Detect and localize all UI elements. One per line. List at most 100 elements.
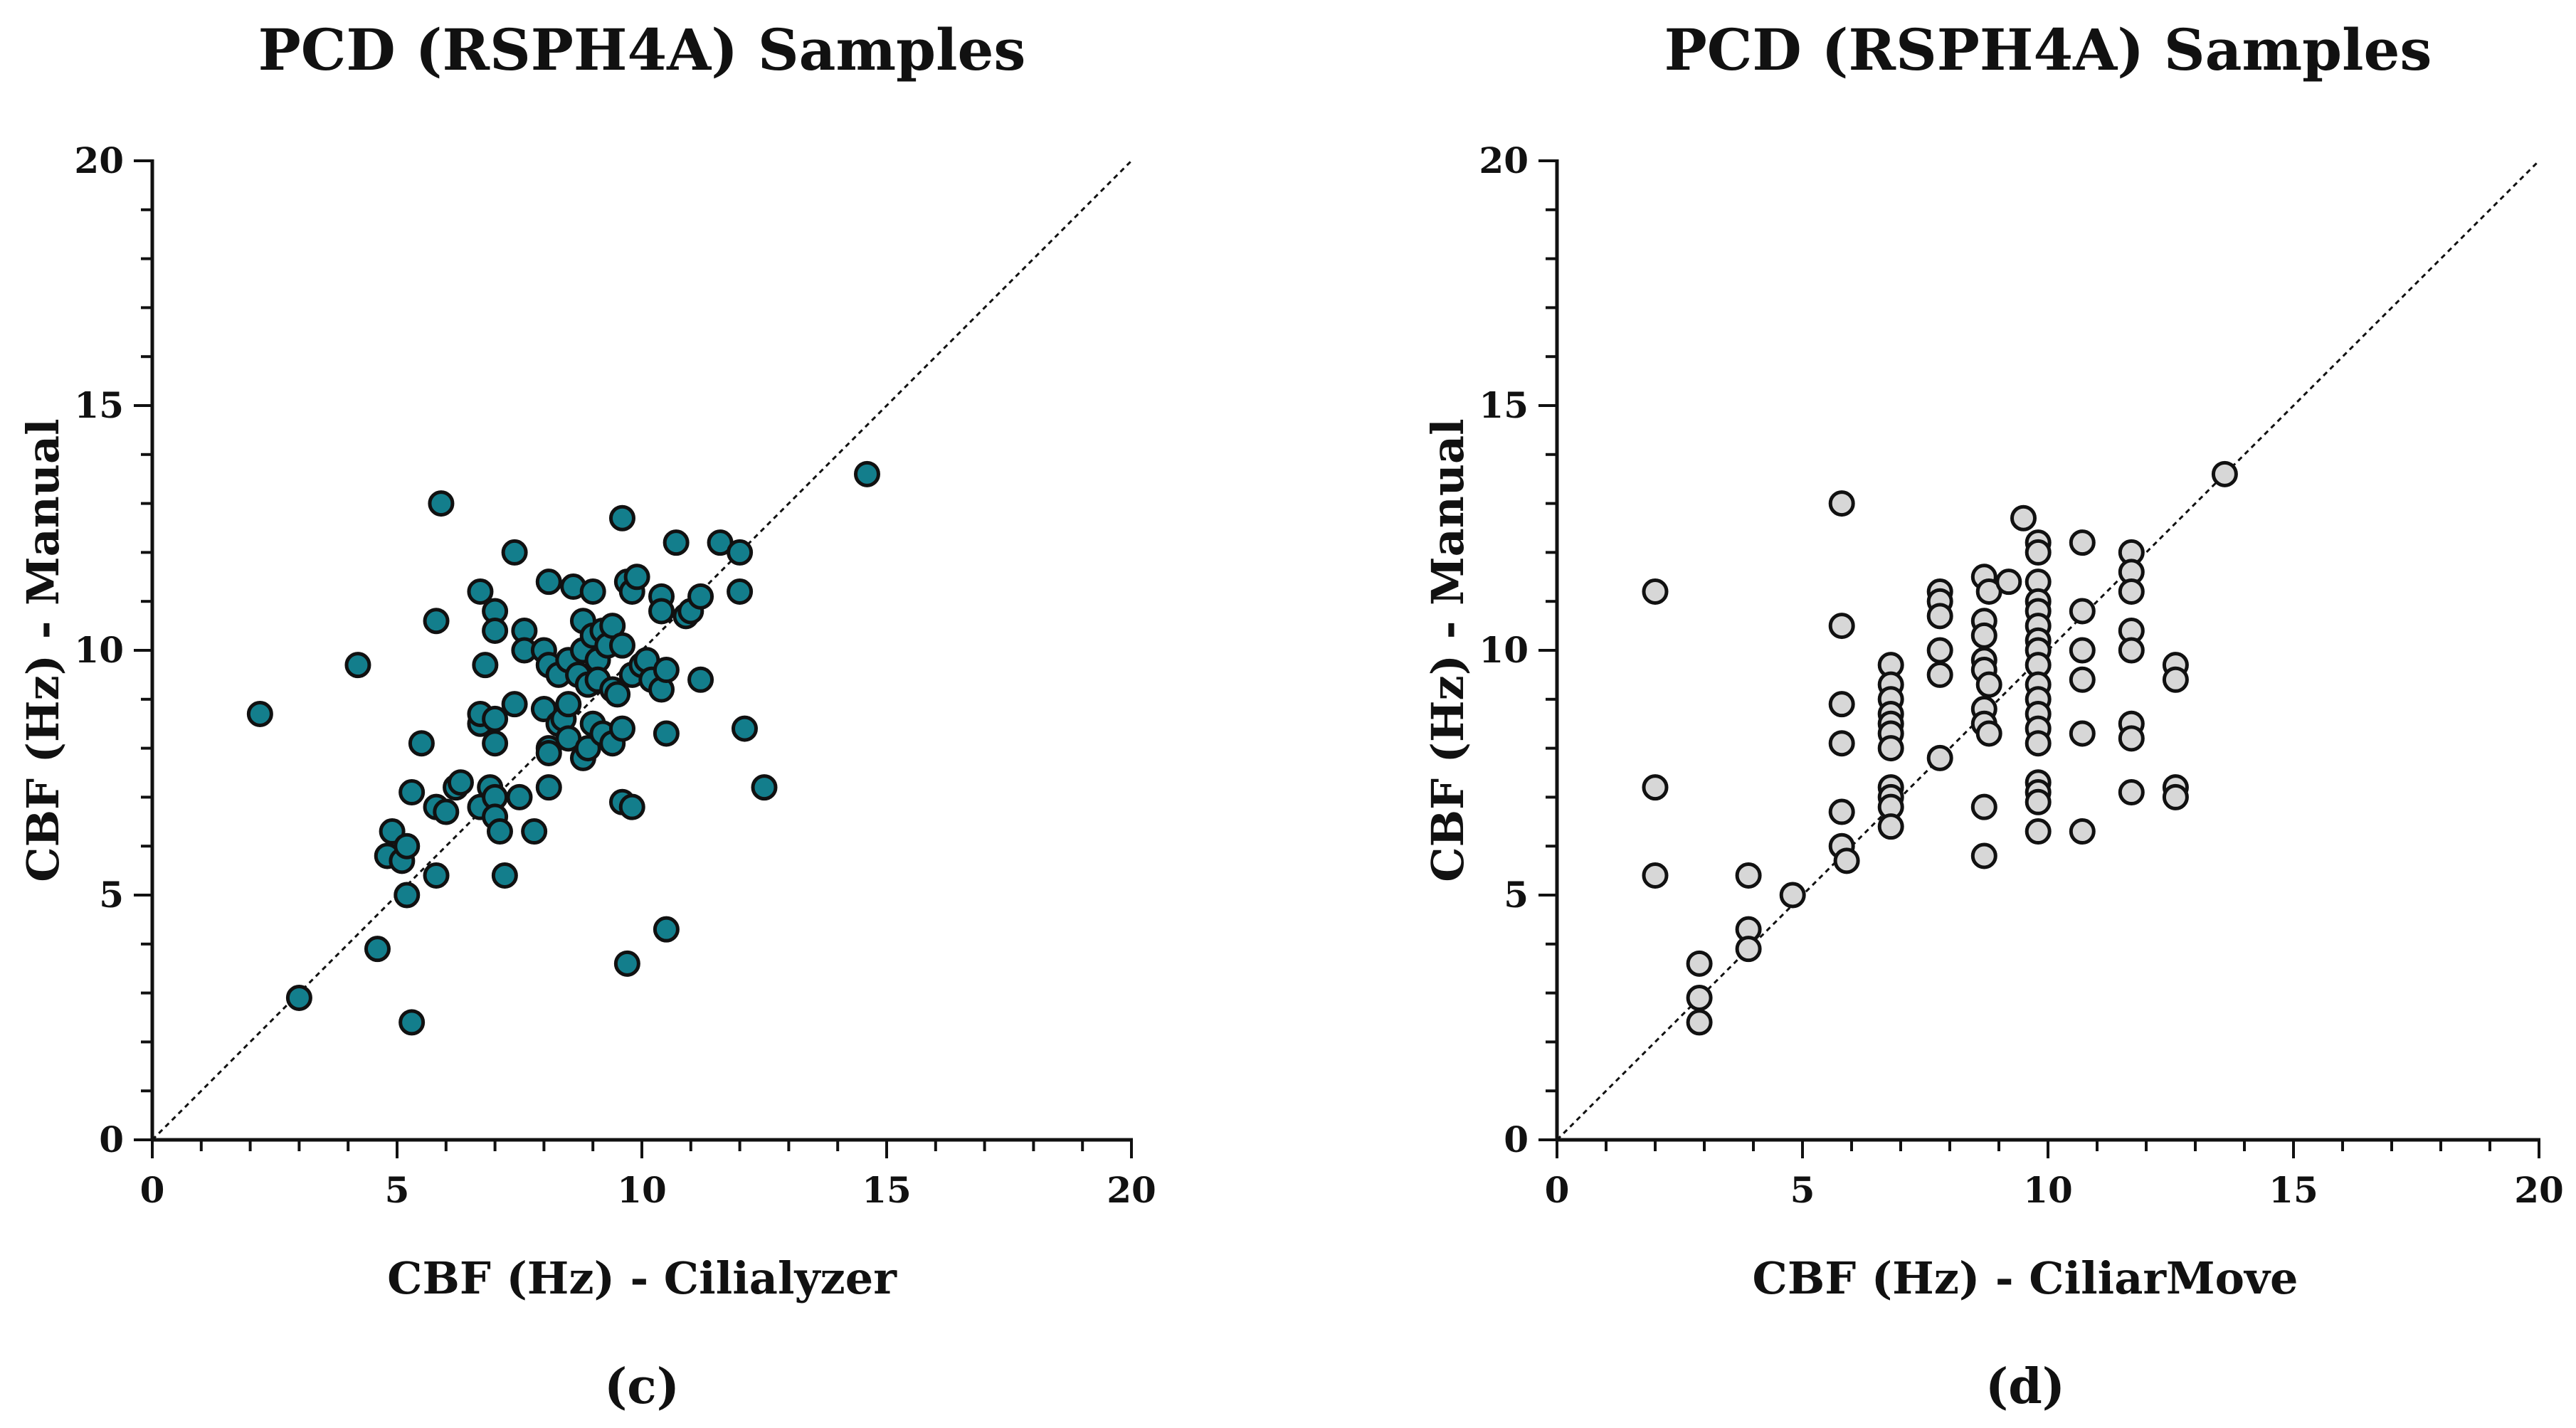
data-point	[423, 862, 450, 889]
data-point	[1642, 774, 1669, 801]
data-point	[648, 598, 675, 625]
data-point	[344, 652, 371, 679]
x-tick-label: 15	[862, 1169, 912, 1211]
y-tick-label: 10	[1479, 629, 1529, 671]
data-point	[1828, 730, 1855, 757]
data-point	[1926, 603, 1953, 630]
data-point	[2025, 818, 2052, 845]
y-tick-label: 0	[1504, 1118, 1529, 1160]
x-tick-label: 20	[1107, 1169, 1156, 1211]
data-point	[1828, 490, 1855, 517]
data-point	[285, 984, 312, 1011]
data-point	[751, 774, 778, 801]
data-point	[608, 504, 635, 531]
data-point	[2069, 529, 2096, 556]
x-tick-label: 0	[140, 1169, 165, 1211]
x-axis-label: CBF (Hz) - Cilialyzer	[387, 1252, 897, 1304]
y-tick-label: 0	[99, 1118, 124, 1160]
data-point	[608, 632, 635, 659]
data-point	[2069, 666, 2096, 693]
data-point	[1975, 671, 2002, 698]
data-point	[608, 715, 635, 742]
data-point	[1828, 798, 1855, 825]
data-point	[1735, 936, 1762, 963]
data-point	[506, 783, 533, 810]
data-point	[2211, 460, 2238, 487]
y-axis-label: CBF (Hz) - Manual	[17, 418, 69, 882]
data-point	[535, 739, 562, 766]
data-point	[2118, 725, 2145, 752]
data-point	[1735, 862, 1762, 889]
x-tick-label: 10	[617, 1169, 667, 1211]
data-point	[1833, 847, 1860, 874]
x-tick-label: 10	[2023, 1169, 2073, 1211]
data-point	[1686, 950, 1713, 977]
data-point	[555, 691, 582, 718]
data-point	[398, 1009, 426, 1036]
data-point	[408, 730, 435, 757]
data-point	[2162, 783, 2189, 810]
x-tick-label: 15	[2269, 1169, 2318, 1211]
y-tick-label: 15	[74, 384, 124, 426]
data-point	[2118, 637, 2145, 664]
data-point	[1828, 613, 1855, 640]
panel-label: (d)	[1985, 1358, 2065, 1415]
y-tick-label: 15	[1479, 384, 1529, 426]
data-point	[1877, 813, 1904, 840]
data-point	[1779, 882, 1806, 909]
data-point	[246, 700, 273, 727]
data-point	[1877, 735, 1904, 762]
chart-panel-1: PCD (RSPH4A) Samples 0 5 10 15 20 0 5 10 15 20 CBF …	[1422, 16, 2564, 1415]
data-point	[618, 793, 645, 820]
data-point	[1995, 568, 2022, 596]
data-point	[1686, 1009, 1713, 1036]
data-point	[1926, 661, 1953, 688]
data-point	[727, 539, 754, 566]
data-point	[433, 798, 460, 825]
data-point	[394, 832, 421, 860]
data-point	[2069, 637, 2096, 664]
data-point	[727, 578, 754, 605]
data-point	[613, 950, 640, 977]
data-point	[2118, 578, 2145, 605]
data-point	[1828, 691, 1855, 718]
data-point	[2162, 666, 2189, 693]
data-point	[1975, 720, 2002, 747]
data-point	[535, 774, 562, 801]
data-point	[428, 490, 455, 517]
data-point	[604, 681, 631, 708]
data-point	[663, 529, 690, 556]
data-point	[2118, 779, 2145, 806]
data-point	[653, 657, 680, 684]
data-point	[482, 617, 509, 644]
data-point	[535, 568, 562, 596]
chart-title: PCD (RSPH4A) Samples	[1664, 16, 2432, 83]
panel-label: (c)	[604, 1358, 680, 1415]
data-point	[653, 720, 680, 747]
y-tick-label: 10	[74, 629, 124, 671]
data-point	[1686, 984, 1713, 1011]
data-point	[1642, 862, 1669, 889]
x-tick-label: 0	[1545, 1169, 1570, 1211]
data-point	[394, 882, 421, 909]
y-axis-label: CBF (Hz) - Manual	[1422, 418, 1474, 882]
data-point	[1926, 744, 1953, 771]
x-tick-label: 5	[1790, 1169, 1815, 1211]
data-point	[579, 578, 606, 605]
chart-title: PCD (RSPH4A) Samples	[258, 16, 1026, 83]
data-point	[623, 564, 650, 591]
y-tick-label: 20	[1479, 139, 1529, 181]
x-tick-label: 5	[385, 1169, 410, 1211]
y-tick-label: 5	[99, 874, 124, 916]
y-tick-label: 5	[1504, 874, 1529, 916]
data-point	[687, 666, 714, 693]
data-point	[491, 862, 518, 889]
data-point	[423, 608, 450, 635]
data-point	[501, 539, 528, 566]
data-point	[398, 779, 426, 806]
data-point	[653, 916, 680, 943]
data-point	[486, 818, 513, 845]
data-point	[364, 936, 391, 963]
data-point	[482, 705, 509, 732]
